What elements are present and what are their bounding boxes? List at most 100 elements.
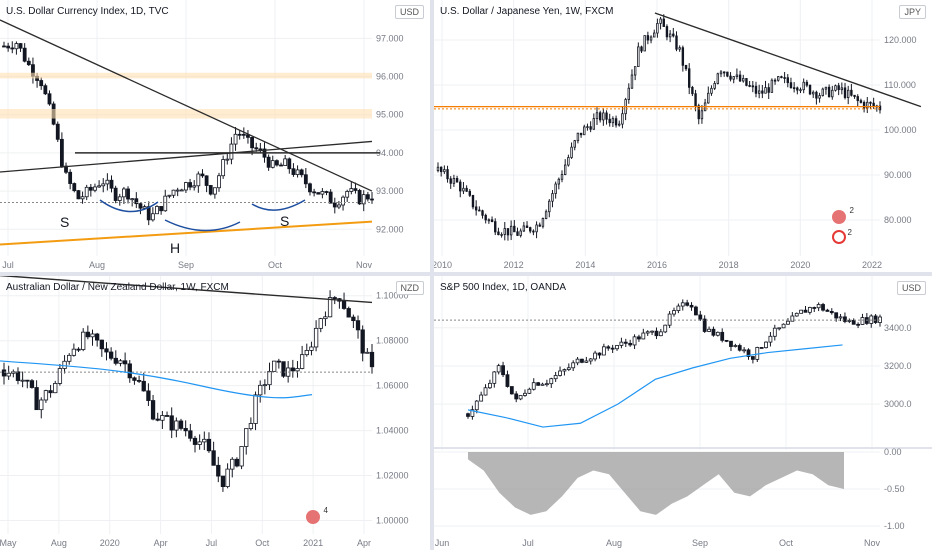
candle-body bbox=[812, 91, 815, 95]
candle-body bbox=[729, 340, 733, 347]
candle-body bbox=[738, 74, 742, 82]
candle-body bbox=[138, 203, 143, 209]
right-shoulder-arc bbox=[251, 199, 306, 211]
candle-body bbox=[279, 164, 283, 167]
candle-body bbox=[29, 380, 35, 388]
candle-body bbox=[290, 367, 295, 372]
candle-body bbox=[650, 330, 654, 333]
audnzd-panel[interactable]: 1.10000 1.08000 1.06000 1.04000 1.02000 1.000… bbox=[0, 276, 430, 550]
candle-body bbox=[183, 428, 188, 432]
candle-body bbox=[544, 383, 549, 386]
candle-body bbox=[53, 383, 58, 394]
candle-body bbox=[155, 206, 159, 215]
candle-body bbox=[799, 89, 802, 92]
candle-body bbox=[544, 211, 548, 219]
usdjpy-currency-badge[interactable]: JPY bbox=[899, 5, 926, 19]
candle-body bbox=[478, 209, 481, 212]
candle-body bbox=[519, 230, 522, 236]
candle-body bbox=[824, 86, 828, 90]
candle-body bbox=[567, 157, 570, 166]
x-tick-label: 2020 bbox=[100, 538, 120, 548]
dxy-panel[interactable]: 97.000 96.000 95.000 94.000 93.000 92.000 Jul A… bbox=[0, 0, 430, 272]
candle-body bbox=[351, 316, 356, 322]
y-tick-label: 1.02000 bbox=[376, 471, 409, 481]
candle-body bbox=[204, 175, 209, 186]
candle-body bbox=[361, 194, 366, 205]
candle-body bbox=[266, 156, 271, 168]
candle-body bbox=[759, 347, 764, 349]
candle-body bbox=[471, 194, 475, 208]
audnzd-currency-badge[interactable]: NZD bbox=[395, 281, 424, 295]
y-tick-label: 95.000 bbox=[376, 110, 404, 120]
candle-body bbox=[459, 181, 462, 192]
y-tick-label: 3200.0 bbox=[884, 361, 912, 371]
correlation-area bbox=[468, 452, 844, 515]
candle-body bbox=[22, 47, 27, 62]
candle-body bbox=[127, 363, 132, 379]
candle-body bbox=[488, 382, 492, 389]
spx-currency-badge[interactable]: USD bbox=[896, 281, 926, 295]
neckline-trend bbox=[0, 140, 373, 173]
candle-body bbox=[206, 438, 212, 452]
event-count: 2 bbox=[849, 206, 854, 215]
candle-body bbox=[654, 330, 659, 337]
candle-body bbox=[733, 345, 738, 347]
candle-body bbox=[541, 218, 545, 227]
candle-body bbox=[71, 348, 77, 356]
candle-body bbox=[633, 66, 637, 76]
candle-body bbox=[525, 225, 529, 228]
candle-body bbox=[702, 318, 707, 332]
candle-body bbox=[43, 390, 49, 401]
candle-body bbox=[509, 225, 513, 236]
resistance-zone bbox=[0, 109, 372, 119]
event-flag-icon[interactable]: 4 bbox=[306, 506, 328, 524]
panel-divider-horizontal[interactable] bbox=[0, 272, 932, 276]
x-tick-label: 2016 bbox=[647, 260, 667, 270]
candle-body bbox=[267, 370, 272, 386]
candle-body bbox=[192, 185, 197, 188]
candle-body bbox=[606, 346, 611, 349]
candle-body bbox=[174, 420, 179, 431]
candle-body bbox=[253, 394, 258, 424]
candle-body bbox=[349, 188, 354, 192]
candle-body bbox=[694, 306, 698, 316]
candle-body bbox=[258, 148, 263, 151]
candle-body bbox=[729, 75, 732, 80]
x-tick-label: Jul bbox=[206, 538, 218, 548]
candle-body bbox=[466, 413, 470, 417]
candle-body bbox=[593, 352, 598, 360]
spx-panel[interactable]: 3400.0 3200.0 3000.0 Jun Jul Aug Sep Oct Nov 0.00… bbox=[434, 276, 932, 550]
candle-body bbox=[583, 126, 586, 136]
dividend-icon[interactable]: 2 bbox=[832, 228, 852, 244]
candle-body bbox=[97, 185, 102, 188]
candle-body bbox=[722, 71, 726, 74]
candle-body bbox=[142, 206, 147, 209]
dxy-title: U.S. Dollar Currency Index, 1D, TVC bbox=[6, 6, 169, 17]
candle-body bbox=[254, 147, 259, 150]
candle-body bbox=[589, 126, 592, 130]
dxy-chart: 97.000 96.000 95.000 94.000 93.000 92.000 Jul A… bbox=[0, 0, 404, 270]
candle-body bbox=[672, 310, 676, 315]
usdjpy-panel[interactable]: 120.000 110.000 100.000 90.000 80.000 2010 201… bbox=[434, 0, 932, 272]
candle-body bbox=[494, 221, 497, 233]
candle-body bbox=[332, 202, 337, 208]
event-flag-icon[interactable]: 2 bbox=[832, 206, 854, 224]
candle-body bbox=[580, 358, 584, 363]
candle-body bbox=[108, 351, 114, 359]
candle-body bbox=[452, 178, 456, 184]
candle-body bbox=[548, 200, 551, 213]
candle-body bbox=[818, 95, 821, 99]
candle-body bbox=[188, 182, 192, 188]
candle-body bbox=[39, 80, 44, 87]
x-tick-label: 2021 bbox=[303, 538, 323, 548]
candle-body bbox=[637, 46, 640, 68]
candle-body bbox=[724, 339, 729, 342]
dxy-currency-badge[interactable]: USD bbox=[394, 5, 424, 19]
candle-body bbox=[212, 187, 217, 195]
candle-body bbox=[483, 387, 488, 396]
y-tick-label: 1.04000 bbox=[376, 426, 409, 436]
candle-body bbox=[786, 77, 789, 84]
x-tick-label: May bbox=[0, 538, 17, 548]
candle-body bbox=[860, 317, 865, 325]
candle-body bbox=[783, 77, 786, 79]
